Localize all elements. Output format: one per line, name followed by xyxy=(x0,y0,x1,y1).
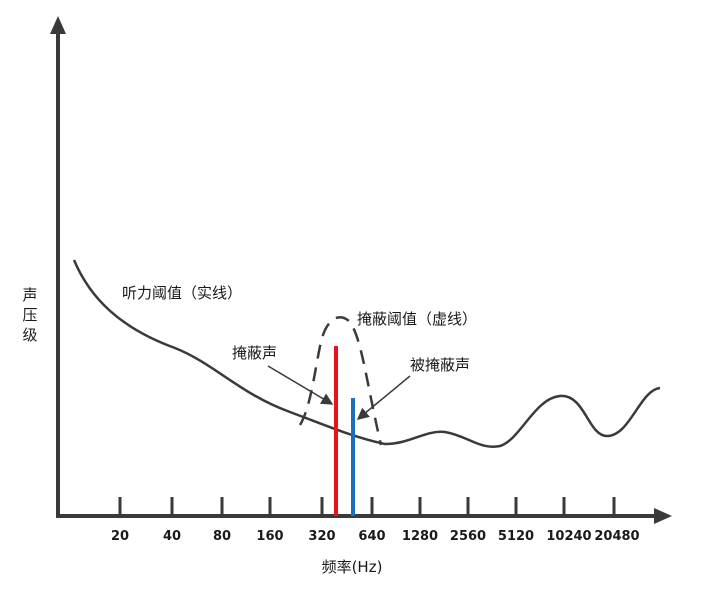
masking-threshold-curve xyxy=(298,316,383,446)
masker-arrow xyxy=(267,365,334,405)
hearing-threshold-curve xyxy=(72,259,661,448)
hearing-threshold-label: 听力阈值（实线） xyxy=(122,284,242,302)
x-tick-label: 1280 xyxy=(402,529,438,544)
x-tick-label: 40 xyxy=(163,529,181,544)
maskee-arrow xyxy=(356,375,411,420)
x-tick-label: 640 xyxy=(358,529,385,544)
x-axis-tick-labels: 20 40 80 160 320 640 1280 2560 5120 1024… xyxy=(111,529,640,544)
x-axis-label: 频率(Hz) xyxy=(322,558,383,576)
x-tick-label: 10240 xyxy=(546,529,591,544)
x-axis-arrow xyxy=(654,508,672,524)
x-tick-label: 80 xyxy=(213,529,231,544)
y-axis-label-char: 级 xyxy=(22,326,37,344)
maskee-label: 被掩蔽声 xyxy=(410,356,470,374)
x-tick-label: 2560 xyxy=(450,529,486,544)
masker-label: 掩蔽声 xyxy=(232,344,277,362)
y-axis-label-char: 声 xyxy=(22,286,37,304)
masking-threshold-label: 掩蔽阈值（虚线） xyxy=(357,310,477,328)
x-tick-label: 20 xyxy=(111,529,129,544)
y-axis-label-char: 压 xyxy=(22,306,37,324)
x-tick-label: 20480 xyxy=(594,529,639,544)
x-tick-label: 320 xyxy=(308,529,335,544)
x-tick-label: 5120 xyxy=(498,529,534,544)
x-axis-ticks xyxy=(118,497,616,516)
y-axis-label: 声 压 级 xyxy=(22,286,37,344)
y-axis-arrow xyxy=(50,16,66,34)
x-tick-label: 160 xyxy=(256,529,283,544)
